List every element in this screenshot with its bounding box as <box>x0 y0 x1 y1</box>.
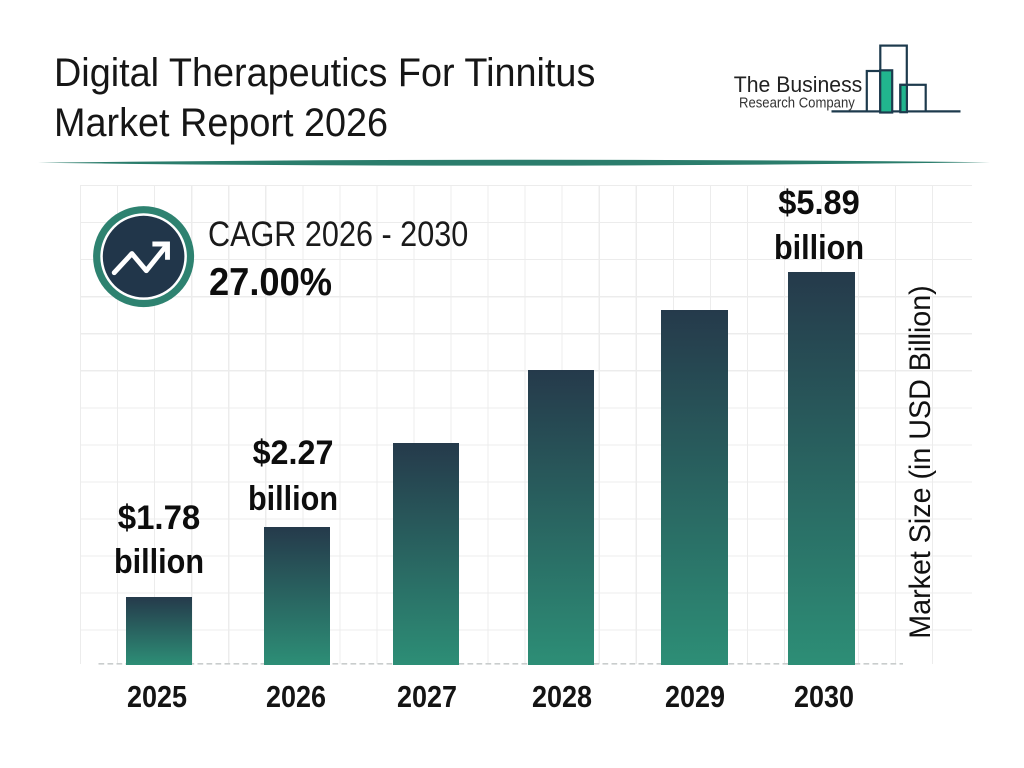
svg-text:The Business: The Business <box>734 72 863 97</box>
svg-text:Research Company: Research Company <box>739 94 855 111</box>
